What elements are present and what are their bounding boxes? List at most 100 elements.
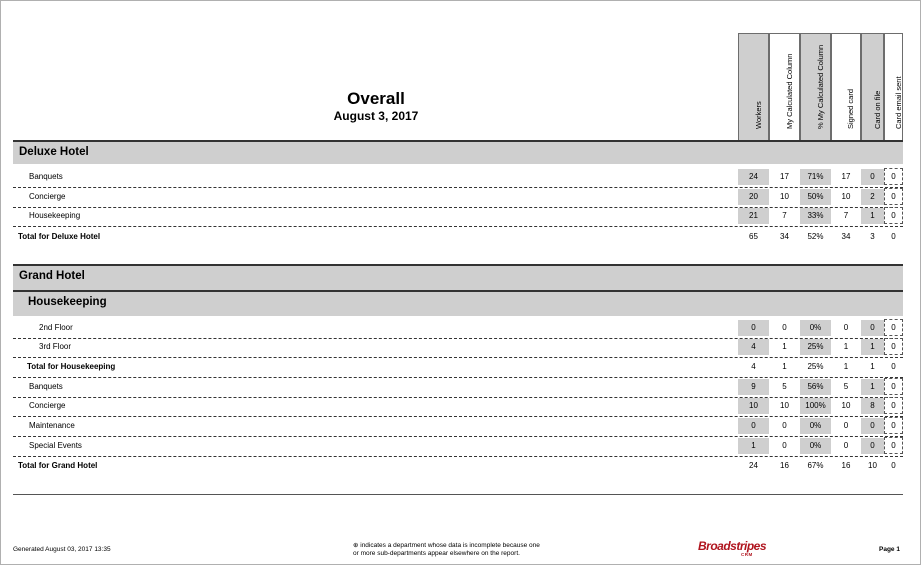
- row-label: Banquets: [29, 172, 63, 181]
- table-row: Banquets 9 5 56% 5 1 0: [13, 377, 903, 398]
- row-value: 1: [843, 362, 849, 371]
- section-grand-hotel-label: Grand Hotel: [19, 270, 85, 282]
- row-value: 16: [780, 461, 789, 470]
- column-header-4: Card on file: [861, 33, 884, 141]
- row-value: 0: [782, 323, 787, 332]
- row-value: 1: [843, 342, 849, 351]
- row-value: 10: [780, 192, 789, 201]
- row-value: 0: [843, 441, 849, 450]
- table-row: 2nd Floor 0 0 0% 0 0 0: [13, 318, 903, 339]
- row-label: 2nd Floor: [39, 323, 73, 332]
- table-row: Concierge 20 10 50% 10 2 0: [13, 187, 903, 208]
- report-date: August 3, 2017: [333, 109, 419, 123]
- logo-crm-text: CRM: [741, 552, 753, 557]
- row-label: Total for Housekeeping: [27, 362, 116, 371]
- row-value: 0: [884, 168, 903, 185]
- row-value: 56%: [800, 379, 831, 395]
- row-value: 10: [841, 401, 851, 410]
- row-value: 1: [861, 208, 884, 224]
- row-value: 0: [843, 421, 849, 430]
- row-value: 50%: [800, 189, 831, 205]
- row-label: Housekeeping: [29, 211, 81, 220]
- column-header-0: Workers: [738, 33, 769, 141]
- row-label: Banquets: [29, 382, 63, 391]
- row-value: 0: [861, 169, 884, 185]
- note-line-2: or more sub-departments appear elsewhere…: [353, 550, 520, 557]
- row-label: Concierge: [29, 401, 66, 410]
- row-label: Maintenance: [29, 421, 75, 430]
- row-value: 21: [738, 208, 769, 224]
- total-row: Total for Housekeeping 4 1 25% 1 1 0: [13, 357, 903, 378]
- row-value: 0%: [800, 320, 831, 336]
- row-value: 0%: [800, 418, 831, 434]
- section-deluxe-hotel: Deluxe Hotel: [13, 140, 903, 164]
- row-value: 4: [738, 339, 769, 355]
- subsection-housekeeping: Housekeeping: [13, 290, 903, 316]
- column-header-2: % My Calculated Column: [800, 33, 831, 141]
- row-value: 1: [861, 339, 884, 355]
- column-header-3: Signed card: [831, 33, 861, 141]
- column-header-label: Signed card: [846, 88, 855, 129]
- row-value: 34: [780, 232, 789, 241]
- column-header-1: My Calculated Column: [769, 33, 800, 141]
- row-value: 0: [884, 378, 903, 395]
- row-value: 0: [891, 232, 896, 241]
- row-value: 20: [738, 189, 769, 205]
- page-number: Page 1: [879, 546, 900, 553]
- total-row: Total for Grand Hotel 24 16 67% 16 10 0: [13, 456, 903, 476]
- row-value: 0: [861, 438, 884, 454]
- subsection-housekeeping-label: Housekeeping: [28, 296, 107, 308]
- row-value: 0: [861, 320, 884, 336]
- row-value: 0: [843, 323, 849, 332]
- row-value: 0: [884, 437, 903, 454]
- row-value: 0%: [800, 438, 831, 454]
- row-value: 5: [843, 382, 849, 391]
- row-value: 10: [868, 461, 877, 470]
- table-row: Special Events 1 0 0% 0 0 0: [13, 436, 903, 457]
- row-value: 0: [738, 418, 769, 434]
- column-header-label: Card on file: [872, 90, 882, 129]
- row-label: 3rd Floor: [39, 342, 72, 351]
- row-value: 1: [861, 379, 884, 395]
- row-label: Total for Grand Hotel: [18, 461, 98, 470]
- row-value: 25%: [800, 339, 831, 355]
- row-value: 0: [891, 362, 896, 371]
- row-value: 0: [891, 461, 896, 470]
- table-row: Housekeeping 21 7 33% 7 1 0: [13, 206, 903, 227]
- column-header-label: Workers: [753, 101, 763, 129]
- row-value: 67%: [807, 461, 824, 470]
- row-value: 2: [861, 189, 884, 205]
- row-value: 100%: [800, 398, 831, 414]
- row-value: 7: [843, 211, 849, 220]
- column-header-label: My Calculated Column: [784, 53, 794, 129]
- row-value: 1: [738, 438, 769, 454]
- row-value: 52%: [807, 232, 824, 241]
- row-value: 7: [782, 211, 787, 220]
- row-value: 24: [738, 169, 769, 185]
- table-row: 3rd Floor 4 1 25% 1 1 0: [13, 337, 903, 358]
- row-label: Concierge: [29, 192, 66, 201]
- row-value: 0: [884, 397, 903, 414]
- row-value: 0: [884, 319, 903, 336]
- row-value: 8: [861, 398, 884, 414]
- footer-divider: [13, 494, 903, 495]
- row-value: 4: [751, 362, 756, 371]
- row-label: Special Events: [29, 441, 82, 450]
- report-title: Overall: [347, 89, 405, 108]
- row-value: 10: [738, 398, 769, 414]
- row-value: 0: [738, 320, 769, 336]
- table-row: Banquets 24 17 71% 17 0 0: [13, 167, 903, 188]
- row-label: Total for Deluxe Hotel: [18, 232, 101, 241]
- column-header-5: Card email sent: [884, 33, 903, 141]
- row-value: 0: [884, 207, 903, 224]
- row-value: 10: [841, 192, 851, 201]
- incomplete-data-note: ⊕ indicates a department whose data is i…: [353, 542, 583, 558]
- row-value: 1: [870, 362, 875, 371]
- row-value: 0: [782, 441, 787, 450]
- row-value: 25%: [807, 362, 824, 371]
- note-line-1: ⊕ indicates a department whose data is i…: [353, 542, 540, 549]
- generated-timestamp: Generated August 03, 2017 13:35: [13, 546, 111, 553]
- row-value: 5: [782, 382, 787, 391]
- row-value: 65: [749, 232, 758, 241]
